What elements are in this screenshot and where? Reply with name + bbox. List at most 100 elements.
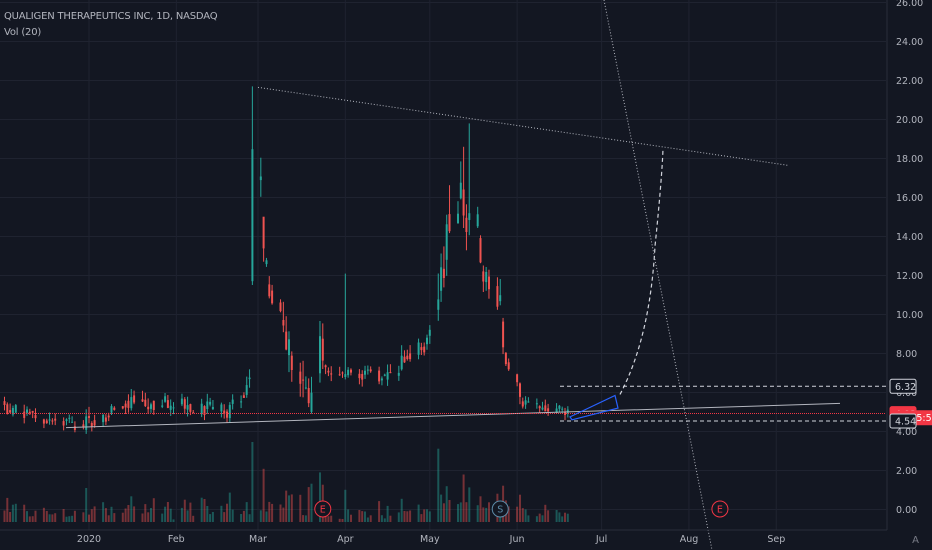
volume-bar <box>34 510 37 522</box>
volume-bar <box>110 506 113 522</box>
candle-body <box>259 176 262 181</box>
volume-bar <box>251 442 254 522</box>
candle-body <box>152 400 155 410</box>
candle-body <box>504 352 507 365</box>
candle-body <box>378 370 381 382</box>
volume-bar <box>209 514 212 522</box>
candle-body <box>524 400 527 405</box>
volume-bar <box>245 502 248 522</box>
candle-body <box>457 213 459 224</box>
volume-bar <box>445 486 448 522</box>
price-tick-label: 12.00 <box>896 271 923 282</box>
chart-legend: QUALIGEN THERAPEUTICS INC, 1D, NASDAQ Vo… <box>4 9 218 41</box>
channel-pattern <box>569 394 619 421</box>
candle-body <box>327 370 330 373</box>
candle-body <box>428 329 431 336</box>
volume-bar <box>327 516 330 522</box>
candle-body <box>62 421 65 426</box>
volume-bar <box>400 498 403 522</box>
candle-body <box>364 370 366 375</box>
candle-body <box>516 374 519 383</box>
candle-body <box>468 213 471 220</box>
volume-bar <box>169 508 172 522</box>
volume-bar <box>161 513 164 522</box>
volume-bar <box>403 511 406 522</box>
candle-body <box>110 406 113 413</box>
candle-body <box>302 379 305 381</box>
auto-scale-button[interactable]: A <box>912 535 919 546</box>
candle-body <box>226 411 228 418</box>
symbol-title: QUALIGEN THERAPEUTICS INC, 1D, NASDAQ <box>4 11 218 22</box>
event-marker-label: E <box>320 505 326 516</box>
price-tick-label: 16.00 <box>896 193 923 204</box>
volume-bar <box>85 488 88 522</box>
candle-body <box>290 355 293 370</box>
time-axis: 2020 Feb Mar Apr May Jun Jul Aug Sep <box>0 529 887 545</box>
volume-bar <box>262 468 265 522</box>
candle-body <box>133 395 136 403</box>
volume-bar <box>48 514 51 522</box>
volume-bar <box>558 512 561 522</box>
time-tick-label: Apr <box>337 534 354 545</box>
candle-body <box>347 369 350 376</box>
volume-bar <box>82 512 85 522</box>
candle-body <box>180 398 183 405</box>
candle-body <box>459 182 462 199</box>
candle-body <box>26 409 28 413</box>
candle-body <box>3 401 6 405</box>
event-marker-circle <box>711 500 729 518</box>
candle-body <box>147 406 150 410</box>
price-tick-label: 2.00 <box>896 466 917 477</box>
candle-body <box>93 420 96 426</box>
volume-bar <box>192 515 195 522</box>
candle-body <box>172 407 175 409</box>
event-marker-label: E <box>717 505 723 516</box>
volume-bar <box>124 508 127 522</box>
volume-bar <box>428 511 431 522</box>
volume-bar <box>516 506 519 522</box>
candle-body <box>476 214 479 227</box>
candle-body <box>48 419 51 421</box>
event-markers: E ES <box>314 500 729 518</box>
candle-body <box>107 415 110 418</box>
volume-bar <box>288 495 290 522</box>
volume-bar <box>127 505 130 522</box>
volume-bar <box>538 513 541 522</box>
volume-bar <box>338 518 341 522</box>
candle-body <box>192 412 195 414</box>
candle-body <box>321 338 324 361</box>
candle-body <box>496 286 499 307</box>
candle-body <box>242 395 245 398</box>
volume-bar <box>133 506 136 522</box>
volume-bar <box>519 494 521 522</box>
candle-body <box>164 396 167 402</box>
candle-body <box>240 401 243 403</box>
candle-body <box>361 374 364 380</box>
volume-bar <box>358 510 361 522</box>
time-tick-label: 2020 <box>77 534 101 545</box>
candle-body <box>400 355 403 370</box>
candle-body <box>127 400 130 408</box>
candle-body <box>206 401 209 409</box>
volume-bar <box>383 518 386 522</box>
volume-bar <box>304 515 307 522</box>
volume-bar <box>240 514 243 522</box>
volume-bar <box>248 514 251 522</box>
volume-bar <box>479 496 482 522</box>
volume-bar <box>310 483 313 522</box>
candle-body <box>186 405 189 410</box>
candle-body <box>482 271 485 282</box>
candle-body <box>248 377 251 380</box>
candle-body <box>409 353 412 360</box>
volume-bar <box>62 509 65 522</box>
volume-bar <box>51 514 54 522</box>
candle-body <box>231 399 234 404</box>
volume-bar <box>366 517 369 522</box>
candle-body <box>203 406 206 415</box>
volume-bar <box>330 515 333 522</box>
volume-bar <box>211 512 214 522</box>
candle-body <box>223 410 226 414</box>
candle-body <box>130 397 133 409</box>
candle-body <box>538 406 541 409</box>
